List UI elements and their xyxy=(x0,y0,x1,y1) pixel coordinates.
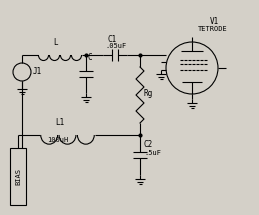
Text: 100uH: 100uH xyxy=(47,137,68,143)
Text: TETRODE: TETRODE xyxy=(198,26,228,32)
Text: C1: C1 xyxy=(107,35,116,44)
Text: L1: L1 xyxy=(55,118,64,127)
Text: .5uF: .5uF xyxy=(144,150,161,156)
Text: Rg: Rg xyxy=(143,89,152,98)
Text: V1: V1 xyxy=(210,17,219,26)
Text: L: L xyxy=(53,38,57,47)
Text: BIAS: BIAS xyxy=(15,168,21,185)
Text: .05uF: .05uF xyxy=(105,43,126,49)
Text: J1: J1 xyxy=(33,67,42,76)
Text: C: C xyxy=(88,53,93,62)
Text: C2: C2 xyxy=(144,140,153,149)
